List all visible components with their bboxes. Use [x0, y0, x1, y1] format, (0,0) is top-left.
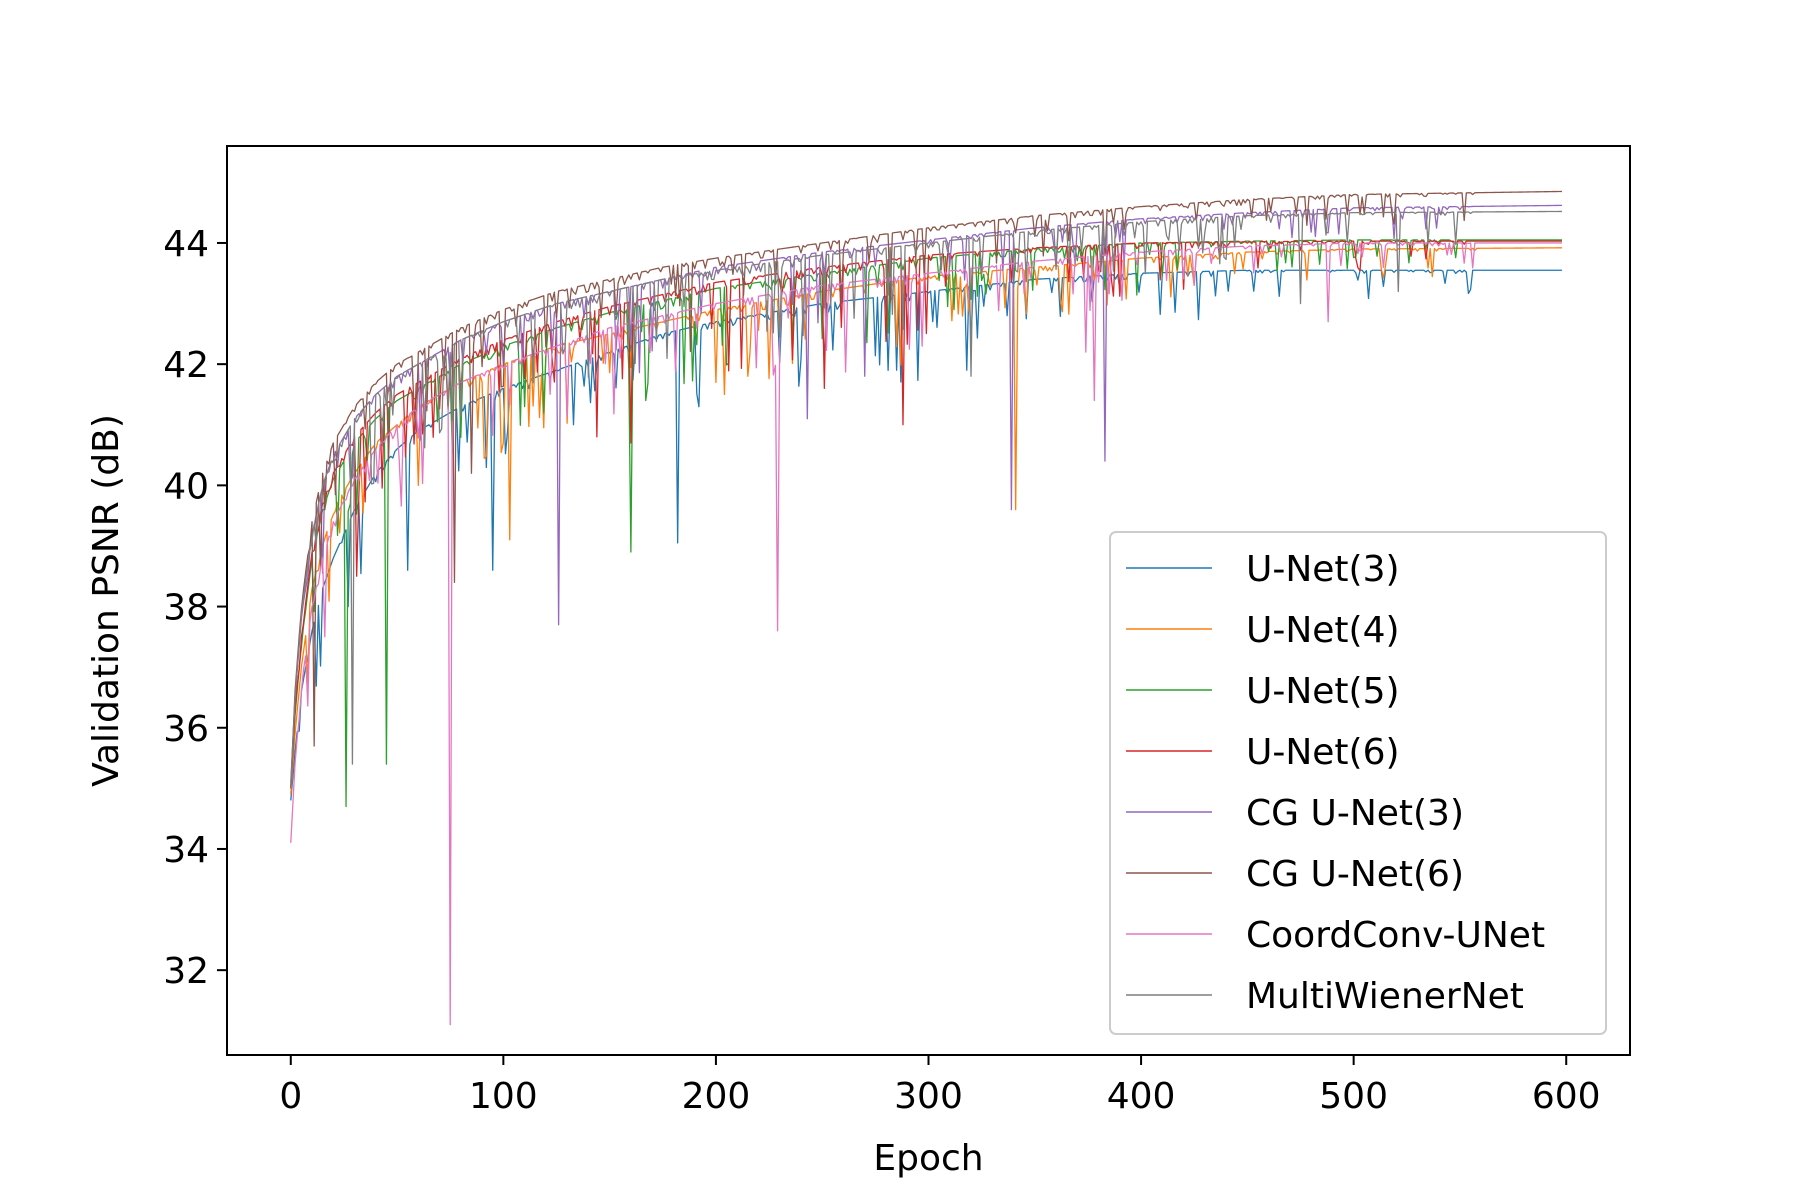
- x-axis-title: Epoch: [873, 1138, 983, 1179]
- legend-label: U-Net(3): [1246, 549, 1400, 590]
- y-tick-label: 40: [163, 466, 209, 507]
- x-axis: 0 100 200 300 400 500 600: [279, 1055, 1601, 1117]
- x-tick-label: 300: [894, 1076, 963, 1117]
- y-tick-label: 32: [163, 951, 209, 992]
- y-axis: 32 34 36 38 40 42 44: [163, 224, 227, 992]
- y-tick-label: 38: [163, 588, 209, 629]
- x-tick-label: 0: [279, 1076, 302, 1117]
- series-line-1: [290, 269, 1562, 801]
- x-tick-label: 500: [1319, 1076, 1388, 1117]
- series-line-2: [290, 247, 1562, 795]
- legend-label: CG U-Net(6): [1246, 854, 1464, 895]
- legend-label: U-Net(6): [1246, 732, 1400, 773]
- series-line-7: [290, 242, 1562, 1026]
- series-line-8: [290, 210, 1562, 789]
- series-layer: [290, 190, 1562, 1026]
- legend-label: MultiWienerNet: [1246, 976, 1524, 1017]
- legend-label: CoordConv-UNet: [1246, 915, 1545, 956]
- y-tick-label: 42: [163, 345, 209, 386]
- x-tick-label: 400: [1107, 1076, 1176, 1117]
- legend: U-Net(3) U-Net(4) U-Net(5) U-Net(6) CG U-Net…: [1109, 531, 1607, 1035]
- x-tick-label: 100: [469, 1076, 538, 1117]
- y-tick-label: 34: [163, 830, 209, 871]
- series-line-6: [290, 190, 1562, 789]
- legend-box: [1109, 531, 1607, 1035]
- x-tick-label: 600: [1532, 1076, 1601, 1117]
- x-tick-label: 200: [682, 1076, 751, 1117]
- y-tick-label: 44: [163, 224, 209, 265]
- legend-label: CG U-Net(3): [1246, 793, 1464, 834]
- y-tick-label: 36: [163, 709, 209, 750]
- legend-label: U-Net(4): [1246, 610, 1400, 651]
- y-axis-title: Validation PSNR (dB): [86, 414, 127, 787]
- legend-label: U-Net(5): [1246, 671, 1400, 712]
